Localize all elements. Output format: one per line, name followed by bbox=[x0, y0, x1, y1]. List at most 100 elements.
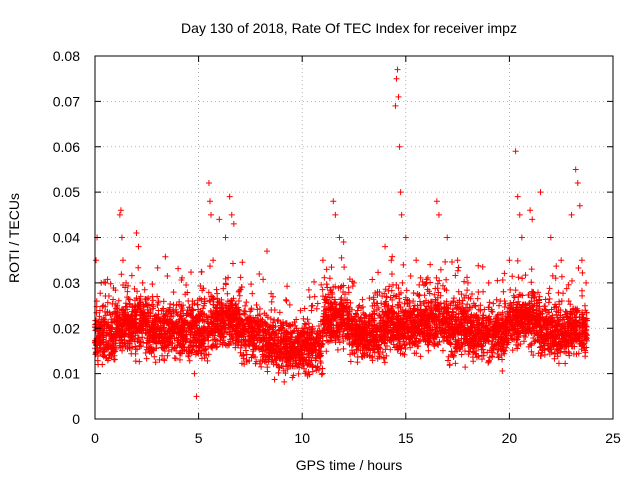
data-point bbox=[294, 333, 301, 340]
data-point bbox=[209, 321, 216, 328]
data-point bbox=[223, 302, 230, 309]
data-point bbox=[363, 324, 370, 331]
data-point bbox=[126, 300, 133, 307]
data-point bbox=[414, 343, 421, 350]
data-point bbox=[206, 297, 213, 304]
data-point bbox=[145, 335, 152, 342]
data-point bbox=[537, 352, 544, 359]
data-point bbox=[262, 329, 269, 336]
data-point bbox=[435, 301, 442, 308]
data-point bbox=[409, 311, 416, 318]
data-point bbox=[567, 301, 574, 308]
data-point bbox=[514, 257, 521, 264]
data-point bbox=[530, 352, 537, 359]
data-point bbox=[401, 341, 408, 348]
data-point bbox=[381, 333, 388, 340]
data-point bbox=[337, 284, 344, 291]
data-point bbox=[200, 331, 207, 338]
data-point bbox=[562, 360, 569, 367]
data-point bbox=[479, 315, 486, 322]
data-point bbox=[282, 333, 289, 340]
data-point bbox=[486, 299, 493, 306]
data-point bbox=[547, 338, 554, 345]
data-point bbox=[131, 285, 138, 292]
data-point bbox=[338, 254, 345, 261]
data-point bbox=[558, 298, 565, 305]
data-point bbox=[325, 299, 332, 306]
data-point bbox=[490, 335, 497, 342]
data-point bbox=[465, 294, 472, 301]
data-point bbox=[543, 326, 550, 333]
data-point bbox=[468, 290, 475, 297]
data-point bbox=[281, 378, 288, 385]
data-point bbox=[215, 311, 222, 318]
data-point bbox=[393, 343, 400, 350]
data-point bbox=[300, 315, 307, 322]
data-point bbox=[503, 332, 510, 339]
data-point bbox=[375, 269, 382, 276]
data-point bbox=[276, 355, 283, 362]
data-point bbox=[284, 337, 291, 344]
data-point bbox=[504, 308, 511, 315]
data-point bbox=[371, 335, 378, 342]
data-point bbox=[433, 334, 440, 341]
data-point bbox=[188, 269, 195, 276]
data-point bbox=[417, 274, 424, 281]
data-point bbox=[354, 359, 361, 366]
data-point bbox=[405, 308, 412, 315]
data-point bbox=[374, 355, 381, 362]
data-point bbox=[244, 320, 251, 327]
data-point bbox=[376, 289, 383, 296]
data-point bbox=[197, 332, 204, 339]
data-point bbox=[455, 310, 462, 317]
data-point bbox=[110, 334, 117, 341]
data-point bbox=[169, 319, 176, 326]
data-point bbox=[132, 303, 139, 310]
data-point bbox=[419, 317, 426, 324]
data-point bbox=[575, 350, 582, 357]
data-point bbox=[368, 338, 375, 345]
data-point bbox=[448, 316, 455, 323]
data-point bbox=[94, 324, 101, 331]
data-point bbox=[545, 290, 552, 297]
data-point bbox=[403, 287, 410, 294]
data-point bbox=[282, 296, 289, 303]
data-point bbox=[462, 304, 469, 311]
data-point bbox=[149, 301, 156, 308]
data-point bbox=[568, 334, 575, 341]
data-point bbox=[104, 276, 111, 283]
data-point bbox=[283, 297, 290, 304]
data-point bbox=[563, 285, 570, 292]
data-point bbox=[336, 305, 343, 312]
data-point bbox=[522, 334, 529, 341]
data-point bbox=[161, 320, 168, 327]
data-point bbox=[506, 302, 513, 309]
grid-lines bbox=[95, 56, 613, 419]
data-point bbox=[100, 348, 107, 355]
data-point bbox=[138, 343, 145, 350]
data-point bbox=[262, 321, 269, 328]
data-point bbox=[398, 344, 405, 351]
data-point bbox=[331, 315, 338, 322]
data-point bbox=[303, 368, 310, 375]
data-point bbox=[176, 301, 183, 308]
data-point bbox=[502, 300, 509, 307]
data-point bbox=[120, 282, 127, 289]
data-point bbox=[580, 341, 587, 348]
data-point bbox=[449, 258, 456, 265]
data-point bbox=[471, 334, 478, 341]
data-point bbox=[342, 291, 349, 298]
data-point bbox=[324, 284, 331, 291]
data-point bbox=[243, 299, 250, 306]
data-point bbox=[151, 330, 158, 337]
data-point bbox=[499, 277, 506, 284]
data-point bbox=[313, 305, 320, 312]
data-point bbox=[255, 330, 262, 337]
data-point bbox=[376, 313, 383, 320]
data-point bbox=[472, 303, 479, 310]
data-point bbox=[582, 353, 589, 360]
data-point bbox=[189, 347, 196, 354]
data-point bbox=[330, 322, 337, 329]
data-point bbox=[116, 315, 123, 322]
data-point bbox=[149, 336, 156, 343]
